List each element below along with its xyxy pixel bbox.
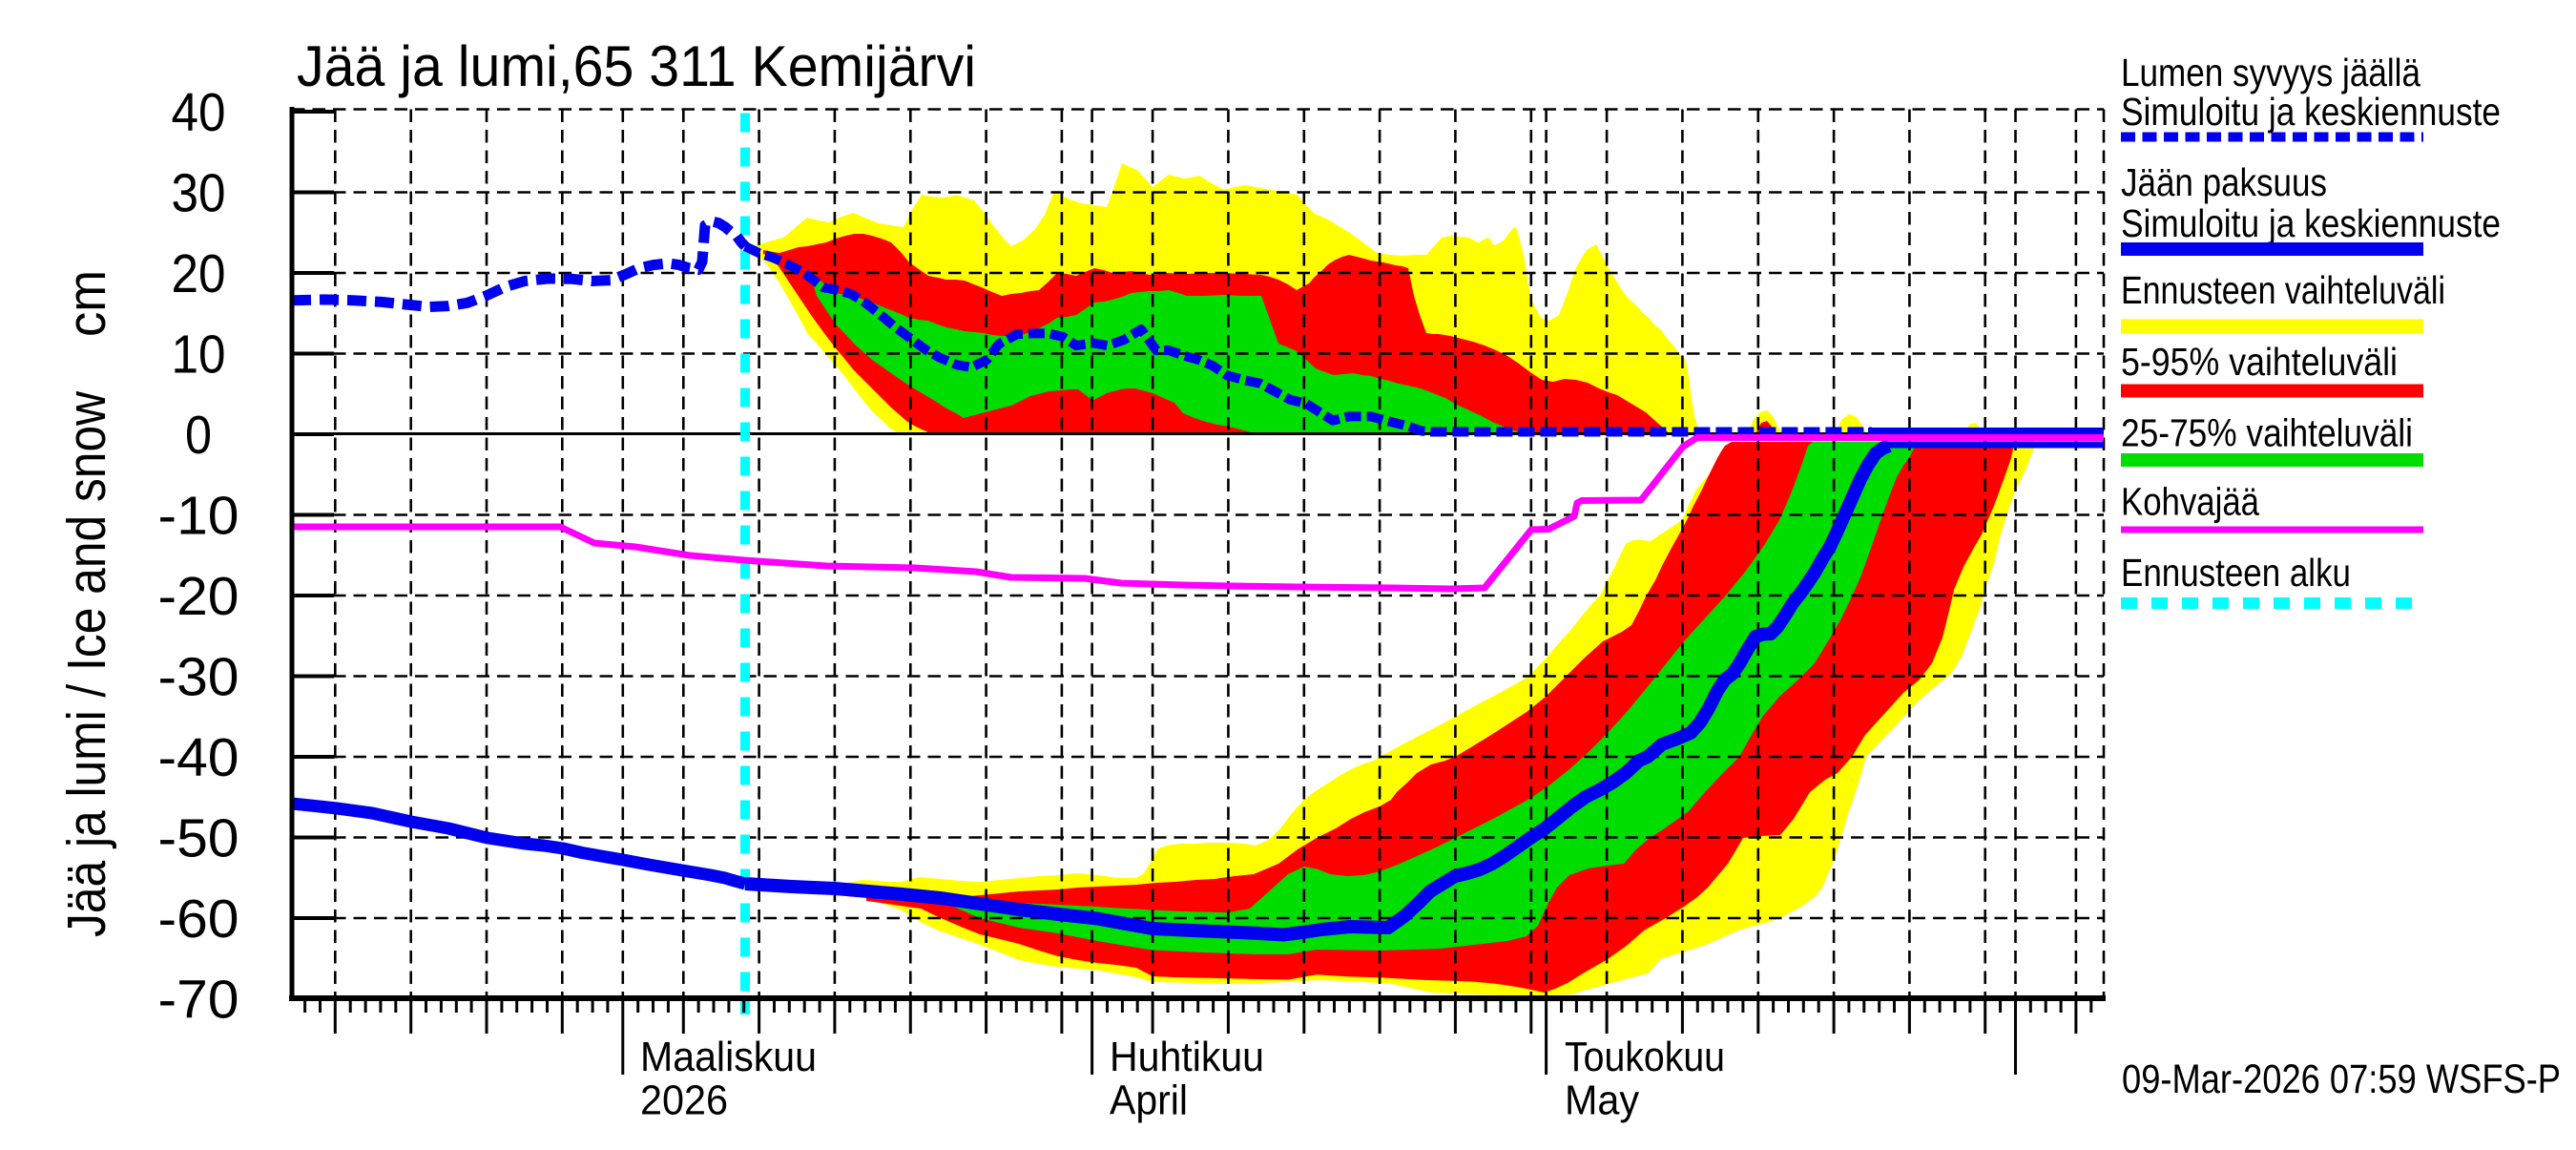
svg-text:09-Mar-2026 07:59 WSFS-P: 09-Mar-2026 07:59 WSFS-P — [2122, 1056, 2561, 1102]
svg-text:Kohvajää: Kohvajää — [2121, 480, 2259, 524]
svg-text:40: 40 — [172, 82, 226, 143]
svg-text:April: April — [1110, 1077, 1188, 1124]
svg-text:-70: -70 — [158, 970, 239, 1031]
svg-text:30: 30 — [172, 163, 226, 224]
svg-text:-40: -40 — [158, 727, 239, 788]
svg-text:May: May — [1565, 1077, 1639, 1124]
svg-text:Ennusteen alku: Ennusteen alku — [2121, 551, 2351, 595]
svg-text:cm: cm — [56, 270, 117, 337]
svg-text:-10: -10 — [158, 486, 239, 547]
svg-text:-30: -30 — [158, 647, 239, 708]
svg-text:Maaliskuu: Maaliskuu — [640, 1034, 817, 1080]
svg-text:Jää ja lumi / Ice and snow: Jää ja lumi / Ice and snow — [56, 390, 117, 937]
svg-text:25-75% vaihteluväli: 25-75% vaihteluväli — [2121, 411, 2413, 455]
svg-text:-60: -60 — [158, 889, 239, 950]
svg-text:10: 10 — [172, 324, 226, 386]
svg-text:Ennusteen vaihteluväli: Ennusteen vaihteluväli — [2121, 268, 2445, 312]
svg-text:Lumen syvyys jäällä: Lumen syvyys jäällä — [2121, 51, 2420, 94]
svg-text:Simuloitu ja keskiennuste: Simuloitu ja keskiennuste — [2121, 201, 2501, 245]
svg-text:-50: -50 — [158, 808, 239, 869]
svg-text:0: 0 — [185, 405, 212, 466]
svg-text:Toukokuu: Toukokuu — [1565, 1034, 1725, 1080]
svg-text:Huhtikuu: Huhtikuu — [1110, 1034, 1264, 1080]
svg-text:20: 20 — [172, 243, 226, 304]
svg-text:Jää ja lumi,65 311 Kemijärvi: Jää ja lumi,65 311 Kemijärvi — [297, 34, 976, 98]
svg-text:Jään paksuus: Jään paksuus — [2121, 160, 2327, 204]
svg-text:-20: -20 — [158, 566, 239, 627]
svg-text:2026: 2026 — [640, 1077, 728, 1124]
svg-text:Simuloitu ja keskiennuste: Simuloitu ja keskiennuste — [2121, 90, 2501, 134]
svg-text:5-95% vaihteluväli: 5-95% vaihteluväli — [2121, 340, 2398, 384]
